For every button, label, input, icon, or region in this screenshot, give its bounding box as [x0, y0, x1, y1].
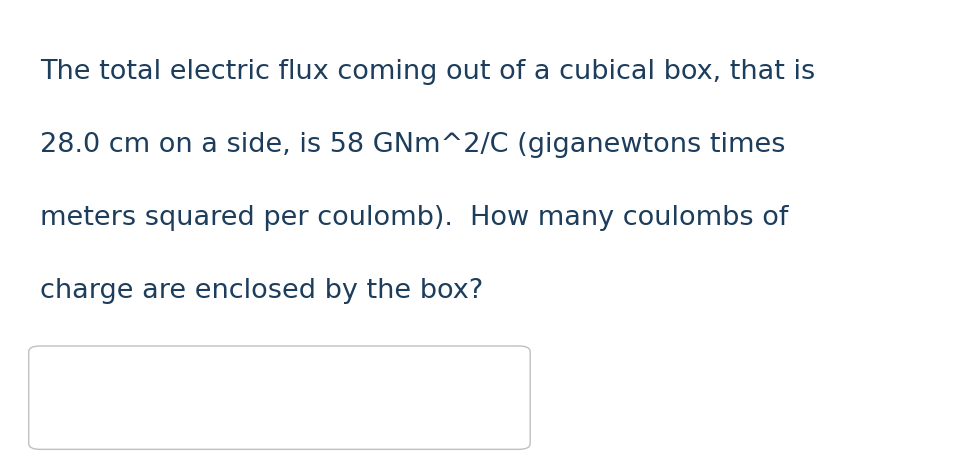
Text: meters squared per coulomb).  How many coulombs of: meters squared per coulomb). How many co…	[40, 205, 789, 231]
Text: charge are enclosed by the box?: charge are enclosed by the box?	[40, 278, 483, 304]
Text: The total electric flux coming out of a cubical box, that is: The total electric flux coming out of a …	[40, 59, 815, 85]
Text: 28.0 cm on a side, is 58 GNm^2/C (giganewtons times: 28.0 cm on a side, is 58 GNm^2/C (gigane…	[40, 132, 786, 158]
FancyBboxPatch shape	[29, 346, 530, 449]
